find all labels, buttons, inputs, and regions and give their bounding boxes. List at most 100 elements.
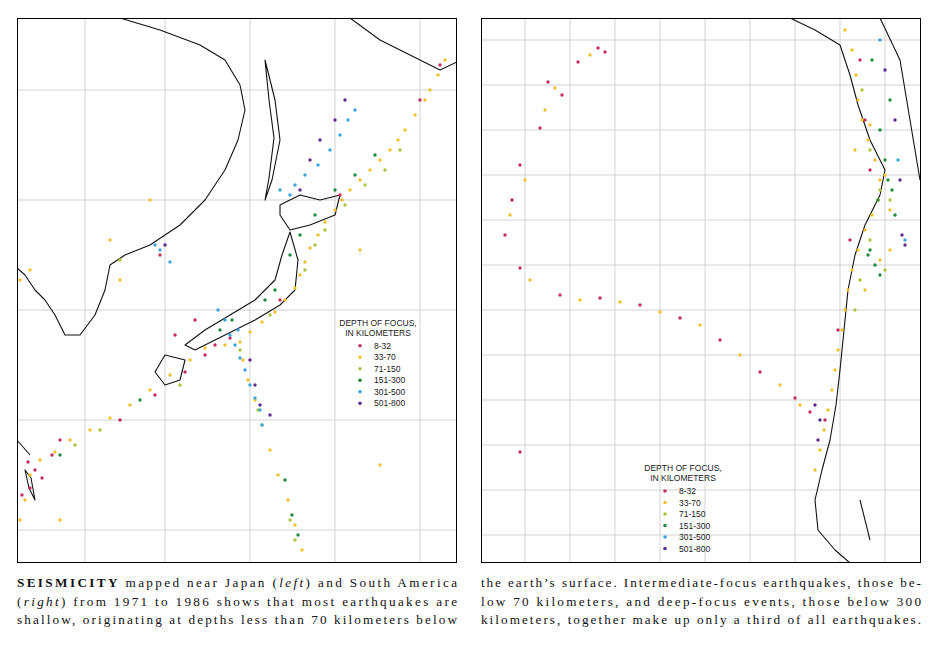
earthquake xyxy=(300,548,303,551)
earthquake xyxy=(108,416,111,419)
earthquake xyxy=(33,468,36,471)
earthquake xyxy=(900,233,903,236)
earthquake xyxy=(363,183,366,186)
legend-marker xyxy=(358,390,362,394)
coastline xyxy=(265,60,280,200)
earthquake xyxy=(53,450,56,453)
earthquake xyxy=(158,248,161,251)
earthquake xyxy=(856,98,859,101)
earthquake xyxy=(863,118,866,121)
earthquake xyxy=(333,118,336,121)
earthquake xyxy=(503,233,506,236)
earthquake xyxy=(278,188,281,191)
earthquake xyxy=(238,348,241,351)
legend-marker xyxy=(358,355,362,359)
earthquake xyxy=(876,198,879,201)
caption-text: ( xyxy=(17,594,21,609)
earthquake xyxy=(856,248,859,251)
earthquake xyxy=(576,60,579,63)
caption-text: kilometers, together make up only a thir… xyxy=(481,612,921,627)
earthquake xyxy=(508,213,511,216)
caption-text: ) from 1971 to 1986 shows that most eart… xyxy=(61,594,457,609)
caption-text: the earth’s surface. Intermediate-focus … xyxy=(481,575,921,590)
caption-line: SEISMICITY mapped near Japan (left) and … xyxy=(17,575,457,590)
earthquake xyxy=(868,123,871,126)
earthquake xyxy=(26,460,29,463)
earthquake xyxy=(863,288,866,291)
earthquake xyxy=(418,98,421,101)
earthquake xyxy=(163,243,166,246)
earthquake xyxy=(860,88,863,91)
earthquake xyxy=(878,188,881,191)
earthquake xyxy=(260,423,263,426)
earthquake xyxy=(523,178,526,181)
earthquake xyxy=(596,46,599,49)
earthquake xyxy=(518,266,521,269)
grid-line xyxy=(570,18,571,563)
earthquake xyxy=(818,418,821,421)
earthquake xyxy=(868,238,871,241)
earthquake xyxy=(278,298,281,301)
coastline xyxy=(880,18,920,180)
legend-label: 501-800 xyxy=(679,544,710,554)
legend-marker xyxy=(663,489,667,493)
earthquake xyxy=(38,458,41,461)
earthquake xyxy=(148,198,151,201)
earthquake xyxy=(148,388,151,391)
earthquake xyxy=(328,148,331,151)
earthquake xyxy=(248,358,251,361)
earthquake xyxy=(293,538,296,541)
earthquake xyxy=(348,188,351,191)
coastline xyxy=(25,470,35,500)
earthquake xyxy=(833,368,836,371)
grid-line xyxy=(481,490,921,491)
legend-label: 8-32 xyxy=(679,486,696,496)
earthquake xyxy=(168,260,171,263)
earthquake xyxy=(883,173,886,176)
caption-text: ) and South America xyxy=(306,575,458,590)
caption-text: left xyxy=(279,575,303,590)
earthquake xyxy=(236,328,239,331)
earthquake xyxy=(228,333,231,336)
earthquake xyxy=(258,403,261,406)
earthquake xyxy=(883,68,886,71)
legend-marker xyxy=(358,401,362,405)
coastlines xyxy=(790,18,920,563)
earthquake xyxy=(403,128,406,131)
earthquake xyxy=(248,330,251,333)
earthquake xyxy=(538,126,541,129)
earthquake xyxy=(313,213,316,216)
earthquake xyxy=(268,313,271,316)
earthquake xyxy=(793,396,796,399)
earthquake xyxy=(260,423,263,426)
earthquake xyxy=(813,468,816,471)
earthquake xyxy=(886,178,889,181)
earthquake xyxy=(903,243,906,246)
earthquake xyxy=(288,518,291,521)
earthquake xyxy=(20,493,23,496)
coastline xyxy=(17,18,245,335)
legend-marker xyxy=(663,501,667,505)
grid-line xyxy=(481,265,921,266)
grid-line xyxy=(840,18,841,563)
caption-text: right xyxy=(24,594,59,609)
coastline xyxy=(350,18,457,70)
earthquake xyxy=(128,403,131,406)
earthquake xyxy=(896,158,899,161)
earthquake xyxy=(888,198,891,201)
earthquake xyxy=(528,278,531,281)
earthquake xyxy=(866,253,869,256)
earthquake xyxy=(598,296,601,299)
legend-label: 301-500 xyxy=(374,387,405,397)
panel-frame xyxy=(18,19,457,563)
legend-label: 33-70 xyxy=(374,352,396,362)
earthquake xyxy=(333,208,336,211)
earthquake xyxy=(698,323,701,326)
earthquake xyxy=(853,148,856,151)
earthquake xyxy=(878,178,881,181)
earthquake xyxy=(108,238,111,241)
earthquake-points xyxy=(503,28,906,471)
earthquake xyxy=(826,408,829,411)
earthquake-points xyxy=(18,58,446,551)
earthquake xyxy=(678,316,681,319)
